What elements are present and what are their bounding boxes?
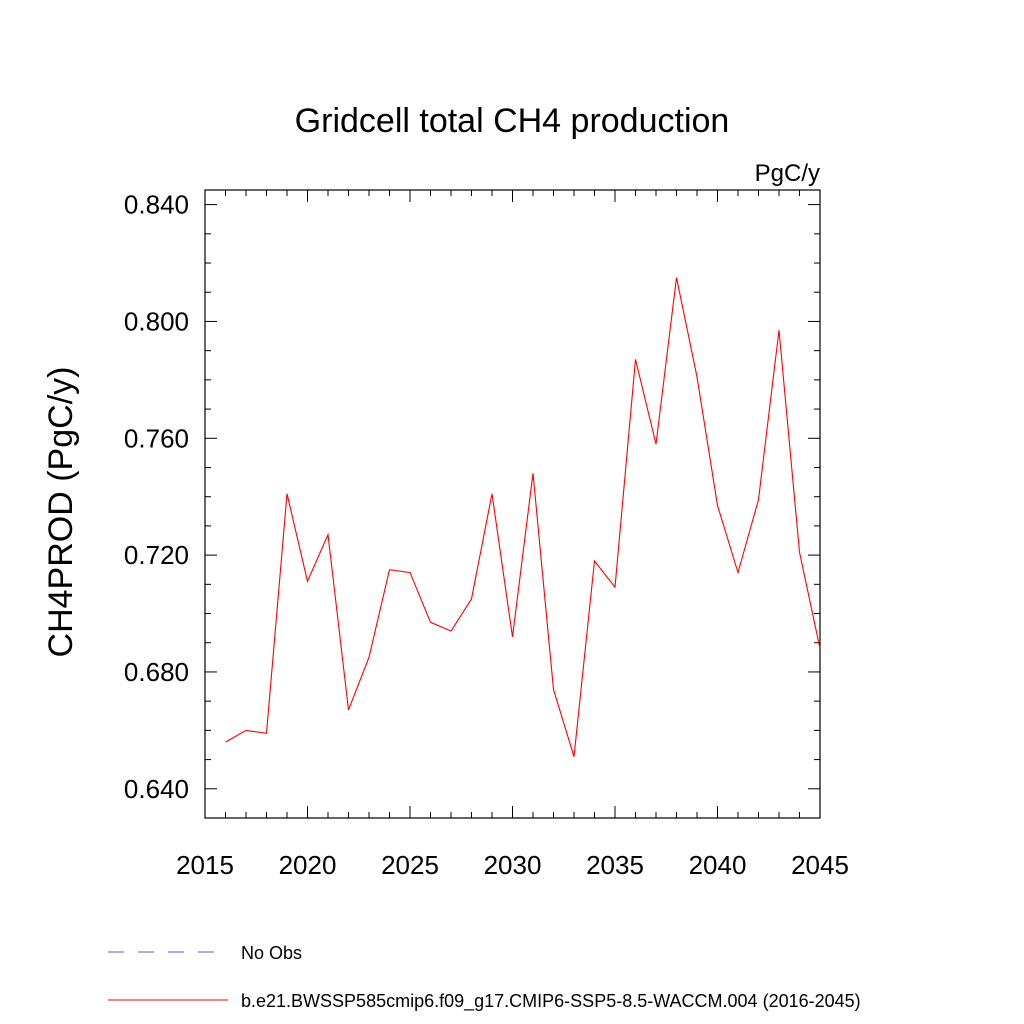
x-tick-label: 2030	[484, 850, 542, 880]
legend-label: No Obs	[241, 943, 302, 963]
x-tick-label: 2045	[791, 850, 849, 880]
series-layer	[225, 277, 821, 757]
y-tick-label: 0.760	[124, 423, 189, 453]
y-tick-label: 0.840	[124, 190, 189, 220]
x-tick-label: 2025	[381, 850, 439, 880]
y-axis-label: CH4PROD (PgC/y)	[42, 367, 80, 658]
legend: No Obs b.e21.BWSSP585cmip6.f09_g17.CMIP6-…	[108, 943, 861, 1012]
chart-title: Gridcell total CH4 production	[295, 102, 730, 140]
plot-axes: 2015 2020 2025 2030 2035 2040 2045 0.640 0.680 0.…	[124, 189, 849, 880]
units-label: PgC/y	[755, 160, 820, 187]
legend-label: b.e21.BWSSP585cmip6.f09_g17.CMIP6-SSP5-8…	[241, 991, 861, 1012]
x-tick-label: 2020	[279, 850, 337, 880]
x-tick-label: 2015	[176, 850, 234, 880]
x-tick-label: 2035	[586, 850, 644, 880]
x-tick-label: 2040	[689, 850, 747, 880]
y-tick-label: 0.640	[124, 774, 189, 804]
y-tick-label: 0.800	[124, 306, 189, 336]
y-tick-label: 0.720	[124, 540, 189, 570]
series-line	[225, 277, 821, 757]
plot-frame	[204, 189, 821, 819]
y-tick-label: 0.680	[124, 657, 189, 687]
